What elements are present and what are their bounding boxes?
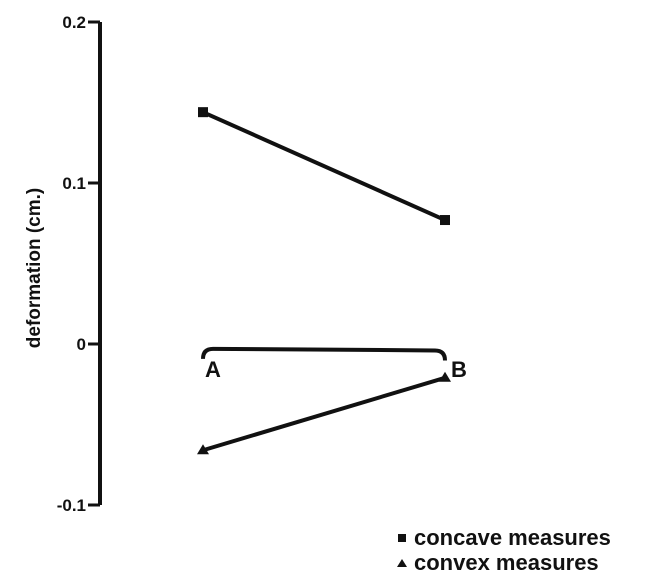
legend-concave-marker — [398, 534, 406, 542]
y-tick-label: 0.2 — [62, 13, 86, 32]
series-line-convex — [202, 375, 446, 453]
y-tick-label: 0 — [77, 335, 86, 354]
y-axis-label: deformation (cm.) — [24, 188, 45, 348]
baseline-line — [201, 346, 447, 361]
baseline-bracket — [201, 346, 447, 361]
y-tick-label: 0.1 — [62, 174, 86, 193]
data-point-convex — [197, 444, 209, 455]
series — [197, 107, 451, 455]
category-label-a: A — [205, 357, 221, 382]
legend-convex-label: convex measures — [414, 550, 599, 575]
data-point-concave — [198, 107, 208, 118]
data-point-concave — [440, 215, 450, 226]
data-point-convex — [439, 371, 451, 382]
series-line-concave — [202, 110, 446, 222]
y-tick-label: -0.1 — [57, 496, 86, 515]
y-ticks: 0.2 0.1 0 -0.1 — [57, 13, 100, 515]
legend-convex-marker — [397, 559, 407, 567]
legend: concave measures convex measures — [397, 525, 611, 575]
category-label-b: B — [451, 357, 467, 382]
legend-concave-label: concave measures — [414, 525, 611, 550]
